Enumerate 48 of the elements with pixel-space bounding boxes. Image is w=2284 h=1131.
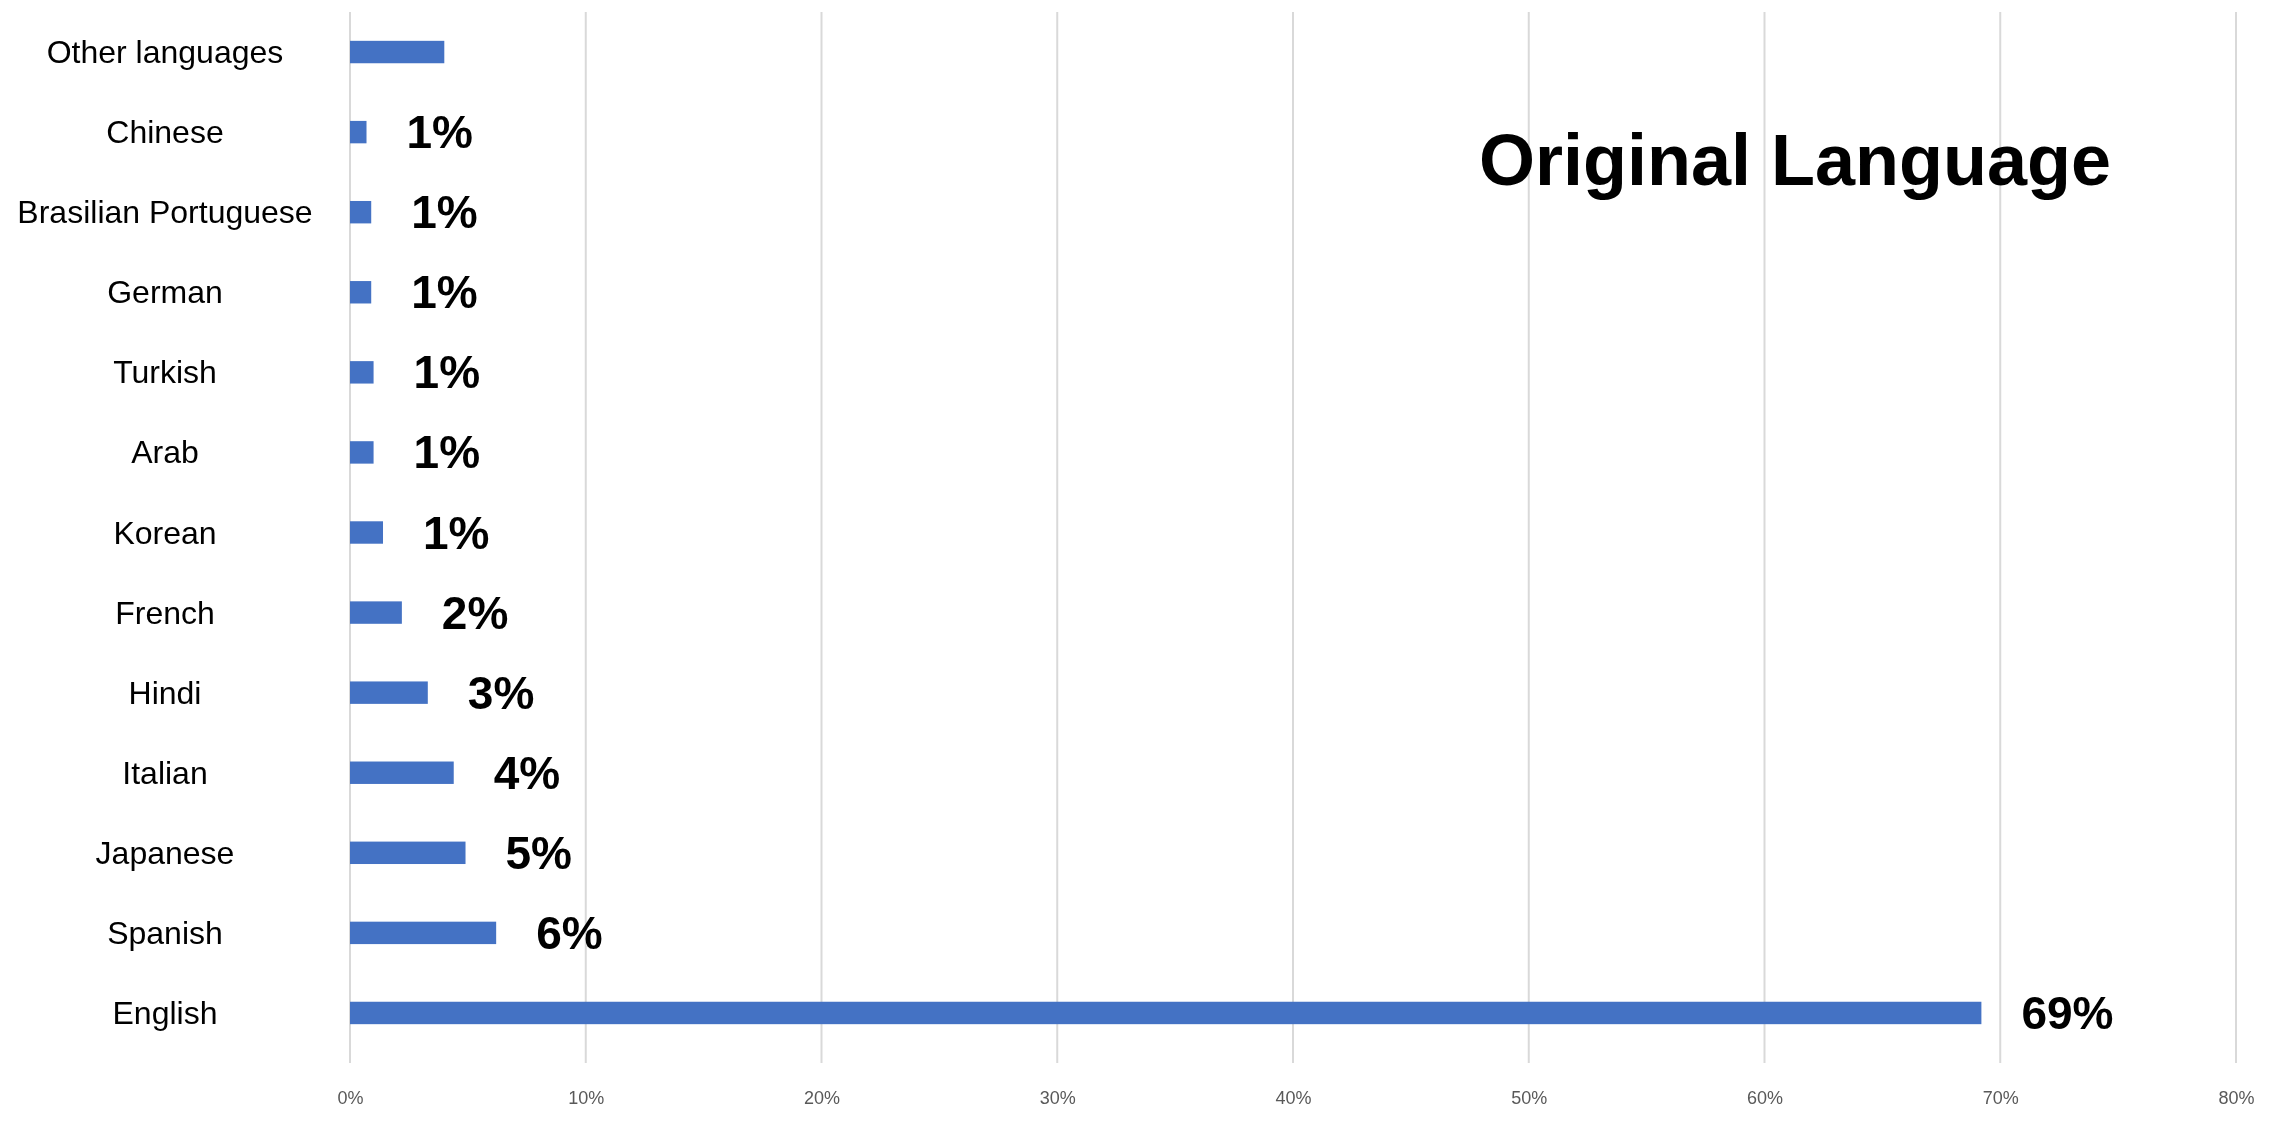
y-tick-label: Brasilian Portuguese bbox=[17, 194, 313, 231]
y-tick-label: French bbox=[115, 594, 215, 631]
bar bbox=[350, 40, 445, 64]
data-label: 69% bbox=[2021, 986, 2114, 1039]
data-label: 1% bbox=[411, 266, 478, 319]
y-tick-label: Spanish bbox=[107, 914, 223, 951]
x-tick-label: 60% bbox=[1746, 1087, 1784, 1108]
data-label: 1% bbox=[413, 426, 481, 479]
bar bbox=[350, 521, 384, 544]
x-tick-label: 10% bbox=[568, 1087, 605, 1108]
x-tick-label: 40% bbox=[1275, 1087, 1312, 1108]
y-tick-label: Arab bbox=[131, 434, 199, 471]
x-tick-label: 50% bbox=[1511, 1087, 1548, 1108]
y-tick-label: Turkish bbox=[113, 354, 217, 391]
x-tick-label: 0% bbox=[337, 1087, 364, 1108]
y-tick-label: Korean bbox=[113, 514, 217, 551]
data-label: 4% bbox=[493, 746, 561, 799]
y-tick-label: Japanese bbox=[95, 834, 235, 871]
bar bbox=[350, 601, 402, 624]
text: Original Language bbox=[1478, 120, 2112, 200]
y-tick-label: Italian bbox=[122, 754, 208, 791]
bar bbox=[350, 200, 372, 224]
data-label: 1% bbox=[406, 106, 473, 159]
bar bbox=[350, 921, 497, 945]
data-label: 1% bbox=[413, 346, 481, 399]
bar bbox=[350, 761, 454, 784]
data-label: 5% bbox=[505, 826, 572, 879]
data-label: 6% bbox=[536, 906, 603, 959]
bar bbox=[350, 281, 372, 304]
x-tick-label: 30% bbox=[1039, 1087, 1076, 1108]
y-tick-label: Hindi bbox=[128, 674, 202, 711]
y-tick-label: Other languages bbox=[46, 34, 284, 71]
y-tick-label: English bbox=[112, 994, 218, 1031]
bar bbox=[350, 681, 428, 704]
data-label: 2% bbox=[441, 586, 509, 639]
data-label: 1% bbox=[423, 506, 490, 559]
data-label: 3% bbox=[467, 666, 535, 719]
data-label: 1% bbox=[411, 186, 478, 239]
bar bbox=[350, 441, 374, 464]
x-tick-label: 20% bbox=[803, 1087, 841, 1108]
bar bbox=[350, 361, 374, 384]
x-tick-label: 70% bbox=[1982, 1087, 2019, 1108]
y-tick-label: Chinese bbox=[106, 114, 224, 151]
bar bbox=[350, 841, 466, 865]
y-tick-label: German bbox=[107, 274, 223, 311]
bar bbox=[350, 120, 367, 144]
x-tick-label: 80% bbox=[2218, 1087, 2255, 1108]
bar bbox=[350, 1001, 1982, 1025]
